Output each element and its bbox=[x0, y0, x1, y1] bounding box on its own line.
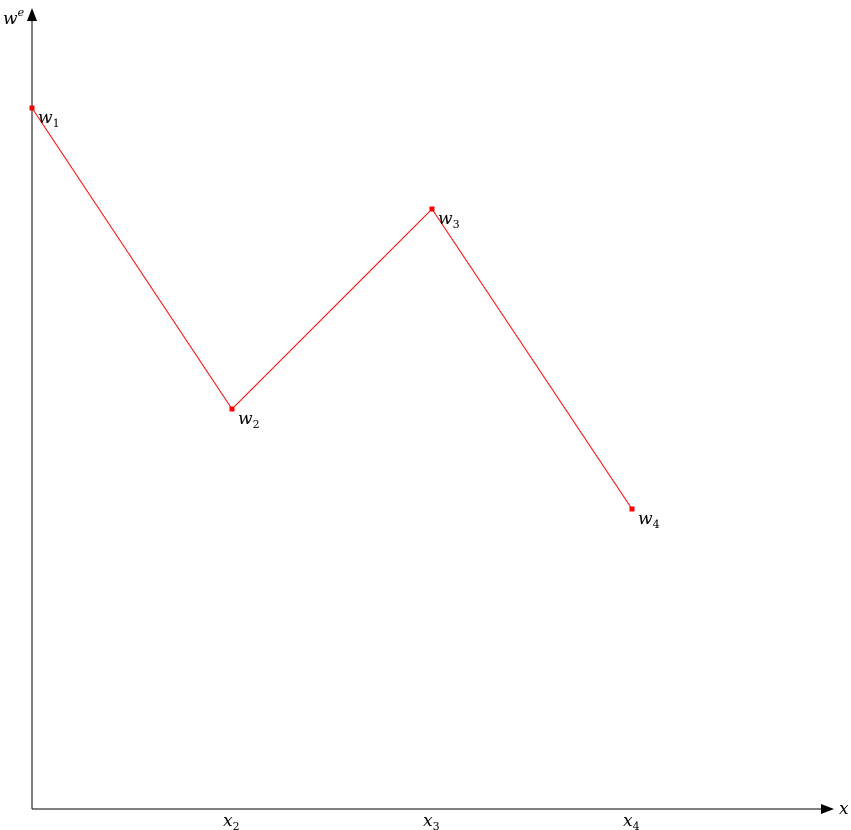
piecewise-linear-curve bbox=[31, 107, 633, 510]
x-axis-arrow-icon bbox=[821, 804, 834, 814]
node-label-w4: w4 bbox=[638, 509, 660, 531]
node-label-w2: w2 bbox=[238, 409, 260, 431]
tick-label-x4: x4 bbox=[623, 811, 640, 830]
node-label-w1: w1 bbox=[38, 108, 60, 130]
node-label-w3: w3 bbox=[438, 209, 460, 231]
x-axis-label: x bbox=[839, 799, 849, 819]
node-w4 bbox=[629, 506, 635, 512]
axes bbox=[31, 20, 824, 810]
tick-label-x3: x3 bbox=[423, 811, 440, 830]
tick-label-x2: x2 bbox=[223, 811, 240, 830]
node-w2 bbox=[229, 406, 235, 412]
y-axis-label: we bbox=[3, 6, 25, 29]
node-w1 bbox=[29, 105, 35, 111]
y-axis-arrow-icon bbox=[27, 8, 37, 21]
node-w3 bbox=[429, 206, 435, 212]
